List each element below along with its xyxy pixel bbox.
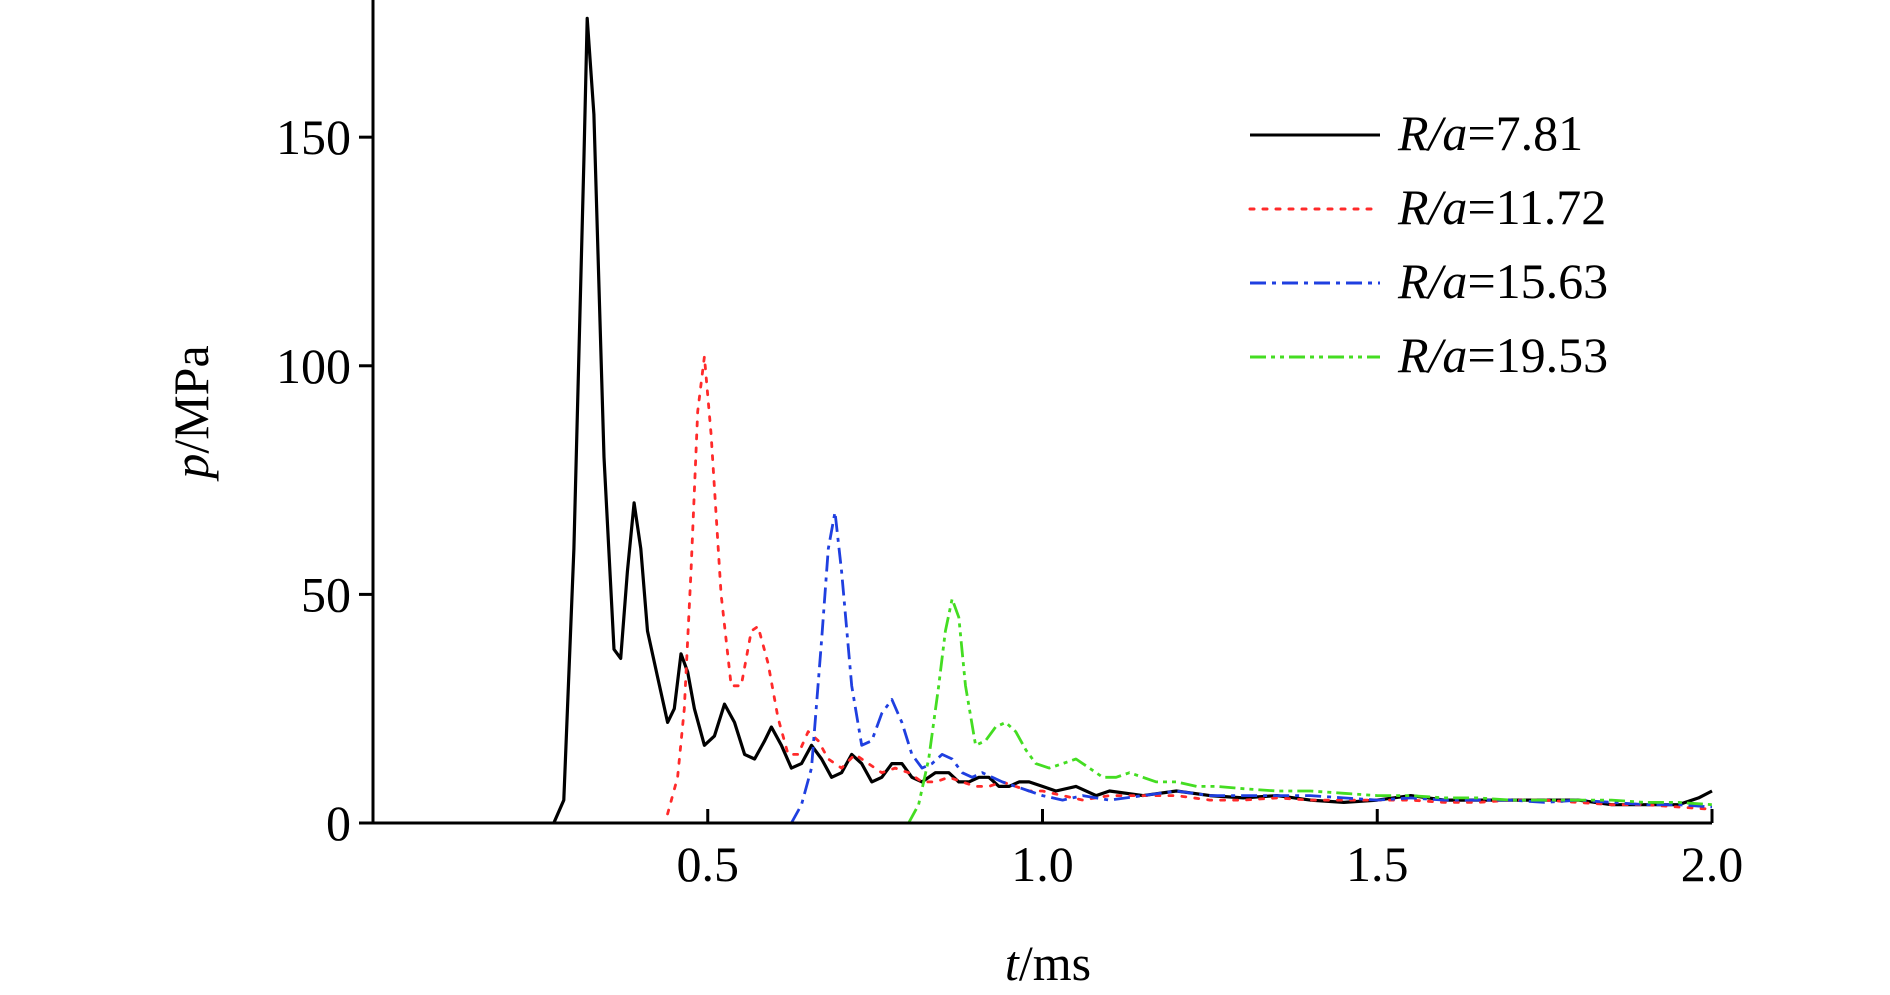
- series-line: [666, 355, 1714, 816]
- legend-item: R/a=7.81: [1250, 105, 1583, 161]
- x-axis-title: t/ms: [1005, 935, 1091, 991]
- y-tick-label: 100: [276, 338, 351, 394]
- x-tick-label: 0.5: [677, 836, 740, 892]
- legend-label: R/a=19.53: [1397, 327, 1608, 383]
- legend-label: R/a=15.63: [1397, 253, 1608, 309]
- y-tick-label: 0: [326, 795, 351, 851]
- legend-item: R/a=15.63: [1250, 253, 1608, 309]
- legend-item: R/a=19.53: [1250, 327, 1608, 383]
- series-layer: [552, 16, 1714, 824]
- tick-marks-and-labels: 0 50 100 150 0.5 1.0 1.5 2.0: [276, 109, 1743, 892]
- legend-item: R/a=11.72: [1248, 179, 1606, 235]
- legend: R/a=7.81 R/a=11.72 R/a=15.63 R/a=19.53: [1248, 105, 1608, 383]
- x-tick-label: 1.0: [1011, 836, 1074, 892]
- y-tick-label: 150: [276, 109, 351, 165]
- legend-label: R/a=11.72: [1397, 179, 1606, 235]
- series-line: [790, 510, 1713, 824]
- legend-label: R/a=7.81: [1397, 105, 1583, 161]
- y-axis-title: p/MPa: [163, 345, 219, 481]
- x-tick-label: 2.0: [1681, 836, 1744, 892]
- y-tick-label: 50: [301, 566, 351, 622]
- series-line: [907, 597, 1713, 824]
- x-tick-label: 1.5: [1346, 836, 1409, 892]
